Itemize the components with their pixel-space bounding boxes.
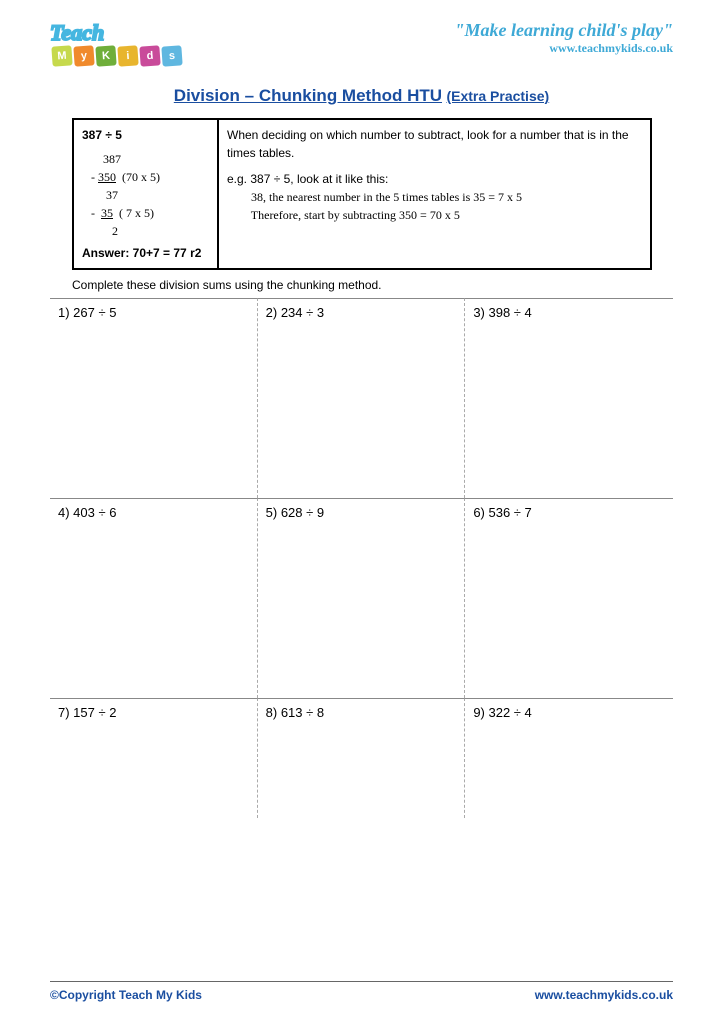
- problem-text: 4) 403 ÷ 6: [58, 505, 249, 520]
- explain-line-4: Therefore, start by subtracting 350 = 70…: [227, 206, 642, 224]
- problem-cell: 8) 613 ÷ 8: [258, 698, 466, 818]
- example-work-line: 2: [82, 222, 211, 240]
- example-answer: Answer: 70+7 = 77 r2: [82, 244, 211, 262]
- problem-cell: 4) 403 ÷ 6: [50, 498, 258, 698]
- example-work-lines: 387 - 350 (70 x 5) 37 - 35 ( 7 x 5) 2: [82, 150, 211, 240]
- footer-url: www.teachmykids.co.uk: [535, 988, 673, 1002]
- example-box: 387 ÷ 5 387 - 350 (70 x 5) 37 - 35 ( 7 x…: [72, 118, 652, 270]
- problem-cell: 7) 157 ÷ 2: [50, 698, 258, 818]
- logo-box: d: [139, 45, 160, 66]
- example-problem: 387 ÷ 5: [82, 126, 211, 144]
- example-work-line: 37: [82, 186, 211, 204]
- problem-text: 5) 628 ÷ 9: [266, 505, 457, 520]
- problem-cell: 3) 398 ÷ 4: [465, 298, 673, 498]
- problem-text: 1) 267 ÷ 5: [58, 305, 249, 320]
- example-worked: 387 ÷ 5 387 - 350 (70 x 5) 37 - 35 ( 7 x…: [74, 120, 219, 268]
- tagline: "Make learning child's play": [455, 20, 674, 41]
- problem-cell: 5) 628 ÷ 9: [258, 498, 466, 698]
- logo-box: K: [95, 45, 116, 66]
- problem-text: 9) 322 ÷ 4: [473, 705, 665, 720]
- logo-box: s: [161, 45, 182, 66]
- instruction: Complete these division sums using the c…: [72, 278, 673, 292]
- example-work-line: - 35 ( 7 x 5): [82, 204, 211, 222]
- problem-cell: 1) 267 ÷ 5: [50, 298, 258, 498]
- logo-mykids: MyKids: [52, 46, 182, 66]
- problem-text: 3) 398 ÷ 4: [473, 305, 665, 320]
- problems-grid: 1) 267 ÷ 5 2) 234 ÷ 3 3) 398 ÷ 4 4) 403 ÷ 6…: [50, 298, 673, 818]
- title-main: Division – Chunking Method HTU: [174, 86, 442, 105]
- copyright: ©Copyright Teach My Kids: [50, 988, 202, 1002]
- example-work-line: - 350 (70 x 5): [82, 168, 211, 186]
- problem-cell: 9) 322 ÷ 4: [465, 698, 673, 818]
- logo: Teach Teach MyKids: [50, 20, 150, 76]
- explain-line-1: When deciding on which number to subtrac…: [227, 126, 642, 162]
- logo-box: i: [117, 45, 138, 66]
- explain-line-2: e.g. 387 ÷ 5, look at it like this:: [227, 170, 642, 188]
- header: Teach Teach MyKids "Make learning child'…: [50, 20, 673, 76]
- footer: ©Copyright Teach My Kids www.teachmykids…: [50, 981, 673, 1002]
- example-work-line: 387: [82, 150, 211, 168]
- problem-text: 6) 536 ÷ 7: [473, 505, 665, 520]
- logo-box: y: [73, 45, 94, 66]
- example-explanation: When deciding on which number to subtrac…: [219, 120, 650, 268]
- problem-text: 8) 613 ÷ 8: [266, 705, 457, 720]
- worksheet-title: Division – Chunking Method HTU (Extra Pr…: [50, 86, 673, 106]
- problem-cell: 2) 234 ÷ 3: [258, 298, 466, 498]
- logo-teach-fill: Teach: [50, 20, 104, 46]
- tagline-block: "Make learning child's play" www.teachmy…: [455, 20, 674, 56]
- title-sub: (Extra Practise): [446, 88, 549, 104]
- problem-cell: 6) 536 ÷ 7: [465, 498, 673, 698]
- tagline-url: www.teachmykids.co.uk: [455, 41, 674, 56]
- logo-box: M: [51, 45, 72, 66]
- problem-text: 2) 234 ÷ 3: [266, 305, 457, 320]
- explain-line-3: 38, the nearest number in the 5 times ta…: [227, 188, 642, 206]
- problem-text: 7) 157 ÷ 2: [58, 705, 249, 720]
